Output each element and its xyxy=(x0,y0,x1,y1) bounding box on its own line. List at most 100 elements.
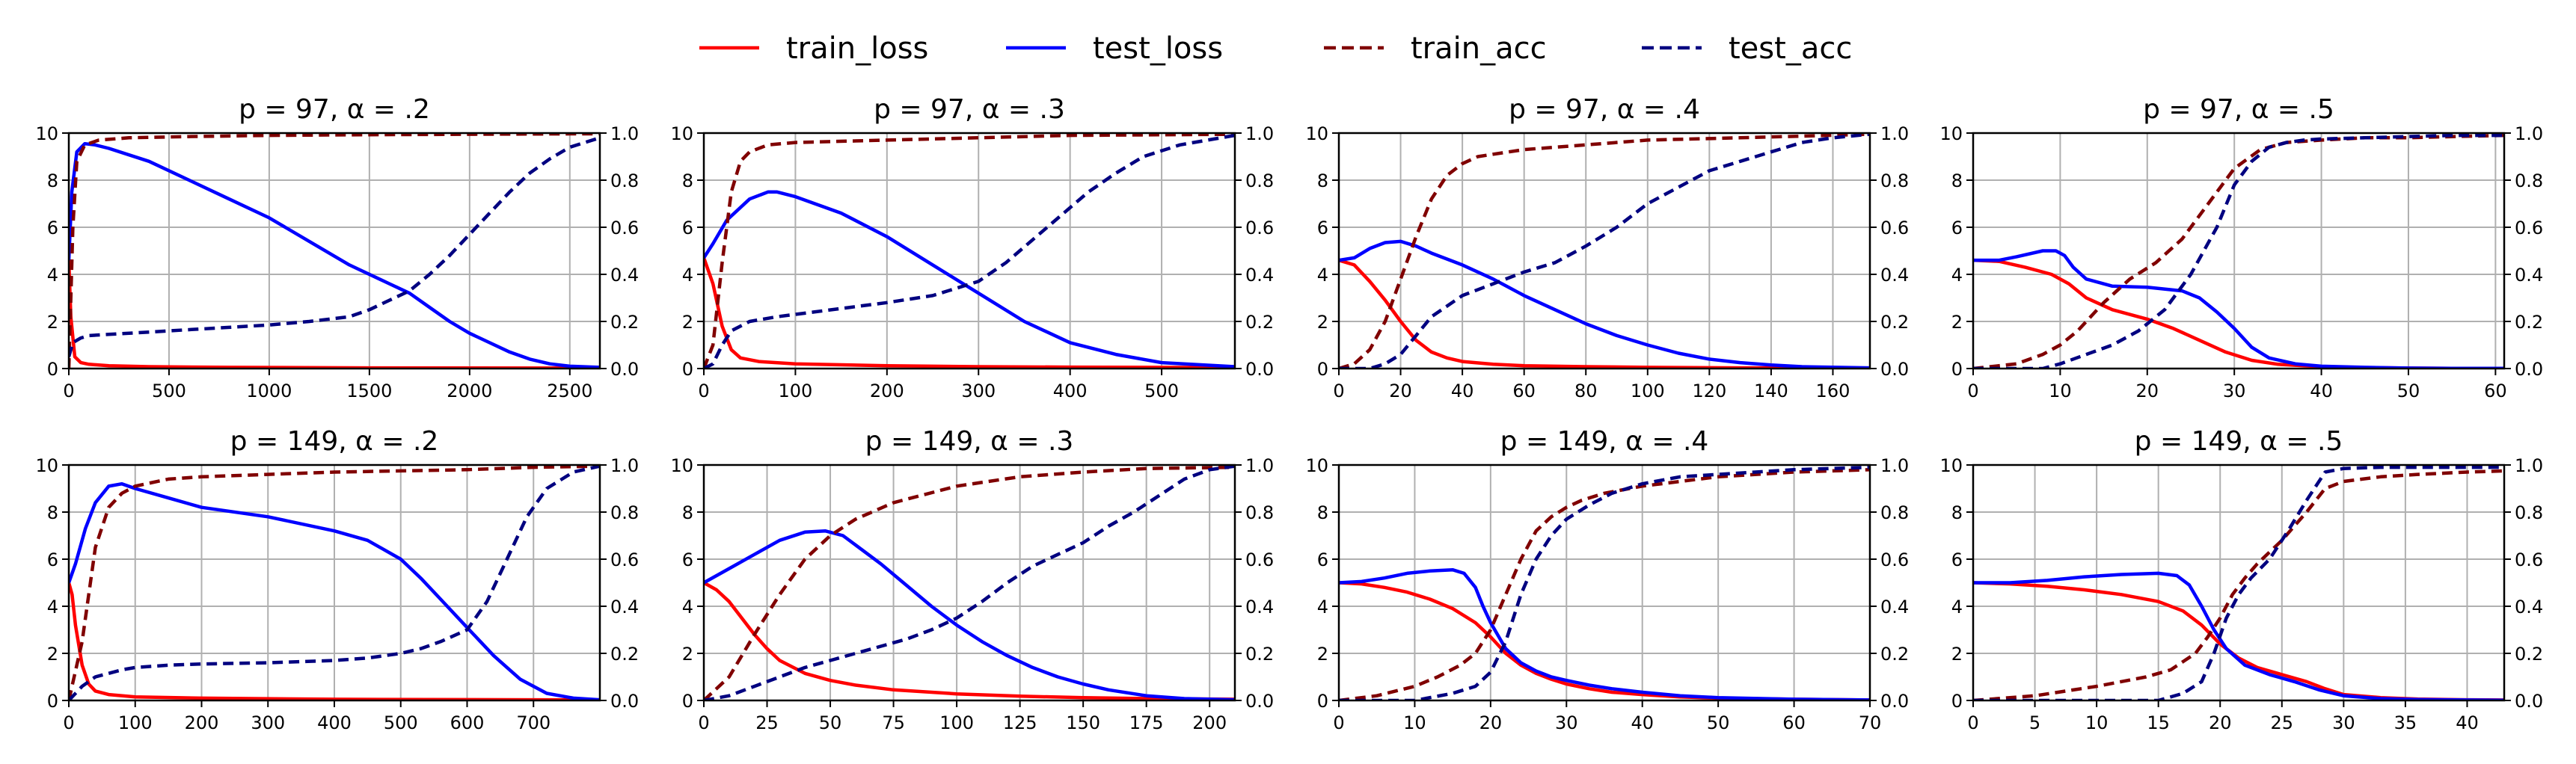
y-tick-label: 6 xyxy=(47,549,58,570)
panel-title: p = 97, α = .5 xyxy=(2143,94,2334,125)
series-line-test_acc xyxy=(704,133,1235,369)
y-tick-label: 2 xyxy=(1317,312,1328,333)
y2-tick-label: 0.4 xyxy=(1245,265,1274,286)
y-axis-right: 0.0 0.2 0.4 0.6 0.8 1.0 xyxy=(2504,455,2543,712)
y-axis-right: 0.0 0.2 0.4 0.6 0.8 1.0 xyxy=(2504,123,2543,380)
x-tick-label: 600 xyxy=(450,712,485,733)
series-line-train_acc xyxy=(704,133,1235,369)
x-tick-label: 40 xyxy=(2310,381,2333,401)
x-tick-label: 25 xyxy=(2271,712,2294,733)
y-axis-right: 0.0 0.2 0.4 0.6 0.8 1.0 xyxy=(600,455,639,712)
y-tick-label: 2 xyxy=(1951,312,1963,333)
x-tick-label: 30 xyxy=(1555,712,1578,733)
series-line-test_loss xyxy=(1973,249,2504,369)
y2-tick-label: 1.0 xyxy=(2515,455,2543,476)
gridlines xyxy=(703,464,1235,701)
y-tick-label: 6 xyxy=(682,218,693,238)
y2-tick-label: 1.0 xyxy=(1880,123,1909,144)
x-tick-label: 10 xyxy=(1403,712,1426,733)
y-axis-right: 0.0 0.2 0.4 0.6 0.8 1.0 xyxy=(1235,455,1274,712)
x-tick-label: 40 xyxy=(1451,381,1474,401)
series-line-test_loss xyxy=(69,481,600,700)
y-tick-label: 4 xyxy=(682,265,693,286)
panel-3: 0 20 40 60 80 100 120 140 160 0 2 4 6 8 10 0.0 0.2 0.4 0.6… xyxy=(1305,94,1909,401)
plot-frame xyxy=(702,463,1236,702)
y-tick-label: 0 xyxy=(682,691,693,712)
x-tick-label: 0 xyxy=(63,712,74,733)
y-tick-label: 10 xyxy=(1939,455,1963,476)
series-line-train_loss xyxy=(1339,581,1870,700)
y2-tick-label: 1.0 xyxy=(2515,123,2543,144)
plot-frame xyxy=(1972,463,2506,702)
y-axis-left: 0 2 4 6 8 10 xyxy=(670,455,704,712)
y2-tick-label: 0.4 xyxy=(2515,597,2543,617)
y-axis-left: 0 2 4 6 8 10 xyxy=(1305,123,1339,380)
y-tick-label: 4 xyxy=(1951,597,1963,617)
series-line-train_acc xyxy=(69,465,600,700)
x-tick-label: 400 xyxy=(317,712,352,733)
y-tick-label: 2 xyxy=(682,312,693,333)
y2-tick-label: 0.8 xyxy=(1245,502,1274,523)
y2-tick-label: 0.4 xyxy=(2515,265,2543,286)
y-tick-label: 10 xyxy=(1939,123,1963,144)
gridlines xyxy=(703,132,1235,369)
panel-title: p = 97, α = .3 xyxy=(874,94,1065,125)
x-tick-label: 200 xyxy=(185,712,219,733)
y2-tick-label: 0.0 xyxy=(1880,359,1909,380)
x-tick-label: 15 xyxy=(2147,712,2170,733)
y2-tick-label: 1.0 xyxy=(1245,123,1274,144)
x-axis: 0 10 20 30 40 50 60 70 xyxy=(1333,700,1881,733)
y2-tick-label: 0.0 xyxy=(1880,691,1909,712)
y-axis-left: 0 2 4 6 8 10 xyxy=(1939,123,1973,380)
x-tick-label: 60 xyxy=(1512,381,1536,401)
x-tick-label: 75 xyxy=(882,712,905,733)
y-tick-label: 8 xyxy=(682,170,693,191)
x-tick-label: 20 xyxy=(2136,381,2159,401)
x-axis: 0 100 200 300 400 500 xyxy=(698,369,1179,401)
y-tick-label: 0 xyxy=(1951,691,1963,712)
series-line-test_acc xyxy=(69,136,600,357)
y2-tick-label: 0.0 xyxy=(610,691,639,712)
x-axis: 0 10 20 30 40 50 60 xyxy=(1967,369,2507,401)
y2-tick-label: 0.8 xyxy=(610,502,639,523)
x-tick-label: 700 xyxy=(516,712,551,733)
y-tick-label: 6 xyxy=(1951,218,1963,238)
x-tick-label: 20 xyxy=(1389,381,1412,401)
series-group xyxy=(704,133,1235,369)
x-tick-label: 0 xyxy=(698,381,709,401)
x-tick-label: 60 xyxy=(1782,712,1806,733)
x-tick-label: 25 xyxy=(755,712,779,733)
x-tick-label: 500 xyxy=(1144,381,1179,401)
x-tick-label: 200 xyxy=(870,381,904,401)
y-tick-label: 0 xyxy=(47,691,58,712)
y2-tick-label: 0.6 xyxy=(2515,549,2543,570)
plot-frame xyxy=(1972,132,2506,370)
y2-tick-label: 0.0 xyxy=(2515,691,2543,712)
series-line-test_loss xyxy=(704,190,1235,369)
x-tick-label: 200 xyxy=(1192,712,1227,733)
x-tick-label: 300 xyxy=(251,712,285,733)
y2-tick-label: 0.0 xyxy=(610,359,639,380)
x-axis: 0 5 10 15 20 25 30 35 40 xyxy=(1967,700,2479,733)
x-tick-label: 160 xyxy=(1816,381,1850,401)
x-tick-label: 35 xyxy=(2394,712,2417,733)
legend-label: train_acc xyxy=(1411,31,1547,66)
y2-tick-label: 0.4 xyxy=(1880,597,1909,617)
y2-tick-label: 0.6 xyxy=(1880,549,1909,570)
panel-title: p = 97, α = .2 xyxy=(239,94,430,125)
x-tick-label: 400 xyxy=(1053,381,1088,401)
legend-label: test_acc xyxy=(1729,31,1852,66)
x-tick-label: 500 xyxy=(152,381,186,401)
series-group xyxy=(704,465,1235,700)
plot-frame xyxy=(1337,132,1871,370)
x-tick-label: 30 xyxy=(2223,381,2246,401)
x-tick-label: 2000 xyxy=(447,381,492,401)
y2-tick-label: 0.8 xyxy=(2515,502,2543,523)
y-axis-right: 0.0 0.2 0.4 0.6 0.8 1.0 xyxy=(600,123,639,380)
x-tick-label: 50 xyxy=(819,712,842,733)
series-line-test_acc xyxy=(69,465,600,700)
x-tick-label: 100 xyxy=(118,712,153,733)
panel-8: 0 5 10 15 20 25 30 35 40 0 2 4 6 8 10 0.0 0.2 0.4 0.6 0.8 1.… xyxy=(1939,426,2543,733)
y2-tick-label: 0.8 xyxy=(610,170,639,191)
